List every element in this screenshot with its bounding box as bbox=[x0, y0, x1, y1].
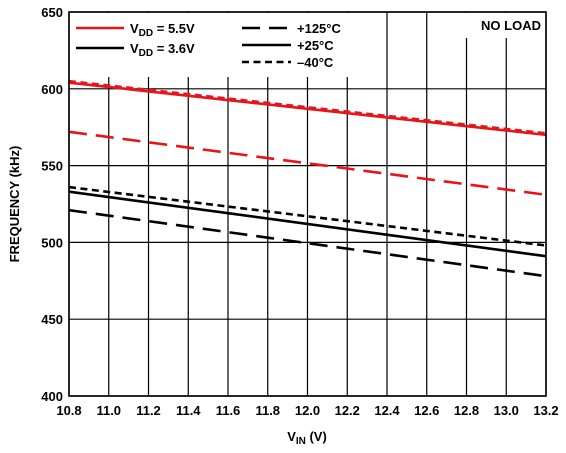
legend: VDD = 5.5V VDD = 3.6V +125°C +25°C –40°C bbox=[76, 21, 341, 70]
legend-label-supply: VDD = 5.5V bbox=[130, 21, 195, 39]
x-tick-label: 11.2 bbox=[136, 403, 161, 418]
x-tick-label: 11.8 bbox=[255, 403, 280, 418]
legend-label-temp: +125°C bbox=[297, 21, 341, 36]
series-line-3_6V-25 bbox=[69, 190, 546, 258]
y-tick-label: 600 bbox=[41, 82, 63, 97]
x-tick-label: 10.8 bbox=[56, 403, 81, 418]
legend-box bbox=[70, 13, 366, 77]
y-tick-label: 500 bbox=[41, 235, 63, 250]
x-axis-label-sub: IN bbox=[296, 436, 306, 447]
x-axis-label: VIN (V) bbox=[287, 429, 327, 447]
y-axis-label: FREQUENCY (kHz) bbox=[7, 146, 22, 263]
x-tick-label: 12.0 bbox=[295, 403, 320, 418]
x-tick-label: 12.2 bbox=[335, 403, 360, 418]
series-group bbox=[69, 79, 546, 278]
x-axis-label-main: V bbox=[287, 429, 296, 444]
x-tick-label: 11.6 bbox=[216, 403, 241, 418]
x-tick-label: 13.0 bbox=[494, 403, 519, 418]
plot-frame bbox=[68, 11, 547, 397]
y-tick-label: 400 bbox=[41, 389, 63, 404]
x-tick-label: 11.0 bbox=[96, 403, 121, 418]
y-tick-label: 550 bbox=[41, 159, 63, 174]
x-tick-label: 12.4 bbox=[374, 403, 400, 418]
y-tick-labels: 400 450 500 550 600 650 bbox=[41, 5, 63, 404]
x-tick-labels: 10.8 11.0 11.2 11.4 11.6 11.8 12.0 12.2 12.4 12.6… bbox=[56, 403, 558, 418]
no-load-annotation: NO LOAD bbox=[481, 18, 541, 33]
legend-label-temp: +25°C bbox=[297, 38, 334, 53]
x-tick-label: 12.6 bbox=[414, 403, 439, 418]
series-line-5_5V-25 bbox=[69, 81, 546, 137]
x-tick-label: 12.8 bbox=[454, 403, 479, 418]
y-tick-label: 650 bbox=[41, 5, 63, 20]
legend-label-supply: VDD = 3.6V bbox=[130, 41, 195, 59]
x-axis-label-unit: (V) bbox=[306, 429, 327, 444]
annotation-box bbox=[464, 13, 545, 38]
x-tick-label: 11.4 bbox=[176, 403, 201, 418]
x-tick-label: 13.2 bbox=[533, 403, 558, 418]
y-tick-label: 450 bbox=[41, 312, 63, 327]
legend-label-temp: –40°C bbox=[297, 55, 334, 70]
